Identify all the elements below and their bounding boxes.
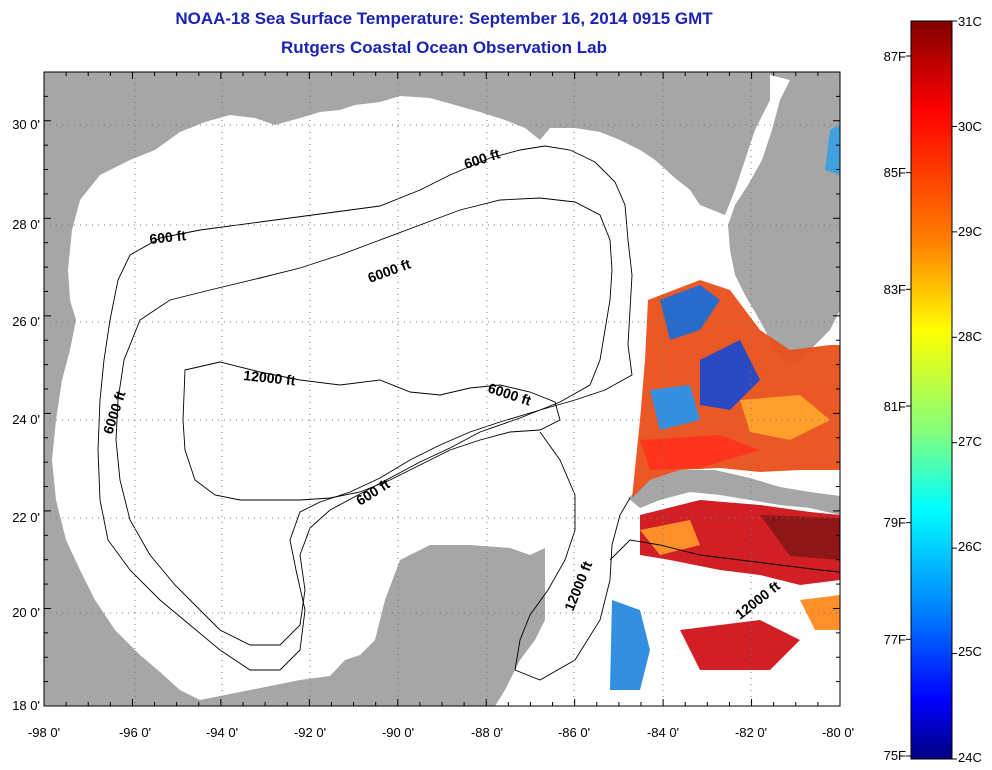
colorbar-label-c: 29C — [958, 224, 982, 239]
colorbar-label-f: 79F — [884, 515, 906, 530]
lon-tick-label: -82 0' — [735, 725, 767, 740]
colorbar-label-f: 77F — [884, 632, 906, 647]
bathymetry-contours — [97, 145, 840, 681]
colorbar-label-c: 24C — [958, 750, 982, 765]
colorbar-label-c: 25C — [958, 644, 982, 659]
colorbar-label-c: 31C — [958, 14, 982, 29]
lat-tick-label: 22 0' — [12, 510, 40, 525]
lon-tick-label: -94 0' — [206, 725, 238, 740]
map-subtitle: Rutgers Coastal Ocean Observation Lab — [281, 38, 607, 57]
sst-swath — [608, 125, 840, 700]
lon-tick-label: -84 0' — [647, 725, 679, 740]
lon-tick-label: -98 0' — [28, 725, 60, 740]
colorbar-label-f: 83F — [884, 282, 906, 297]
colorbar: 31C 30C 29C 28C 27C 26C 25C 24C 87F 85F … — [884, 14, 982, 765]
land-florida — [728, 72, 840, 365]
colorbar-ramp — [910, 20, 953, 760]
lon-tick-label: -96 0' — [119, 725, 151, 740]
lon-tick-label: -92 0' — [294, 725, 326, 740]
lat-tick-label: 30 0' — [12, 117, 40, 132]
lat-tick-label: 26 0' — [12, 314, 40, 329]
map-title: NOAA-18 Sea Surface Temperature: Septemb… — [175, 9, 713, 28]
colorbar-label-f: 87F — [884, 49, 906, 64]
colorbar-label-f: 85F — [884, 165, 906, 180]
lat-tick-label: 18 0' — [12, 698, 40, 713]
lat-tick-label: 20 0' — [12, 605, 40, 620]
land-cuba — [628, 470, 840, 515]
colorbar-ticks — [906, 20, 957, 760]
lon-axis: -98 0' -96 0' -94 0' -92 0' -90 0' -88 0… — [28, 725, 854, 740]
contour-label-12000ft: 12000 ft — [243, 367, 297, 388]
colorbar-label-c: 28C — [958, 329, 982, 344]
lon-tick-label: -80 0' — [822, 725, 854, 740]
land-us-mexico-coast — [44, 72, 840, 706]
lon-tick-label: -88 0' — [471, 725, 503, 740]
contour-label-600ft: 600 ft — [149, 227, 187, 247]
colorbar-label-f: 75F — [884, 748, 906, 763]
colorbar-label-f: 81F — [884, 399, 906, 414]
colorbar-label-c: 26C — [958, 539, 982, 554]
axis-ticks — [43, 71, 841, 707]
lat-tick-label: 28 0' — [12, 217, 40, 232]
colorbar-label-c: 27C — [958, 434, 982, 449]
lon-tick-label: -86 0' — [558, 725, 590, 740]
lon-tick-label: -90 0' — [382, 725, 414, 740]
lat-tick-label: 24 0' — [12, 412, 40, 427]
graticule — [44, 72, 840, 706]
colorbar-label-c: 30C — [958, 119, 982, 134]
lat-axis: 30 0' 28 0' 26 0' 24 0' 22 0' 20 0' 18 0… — [12, 117, 40, 713]
